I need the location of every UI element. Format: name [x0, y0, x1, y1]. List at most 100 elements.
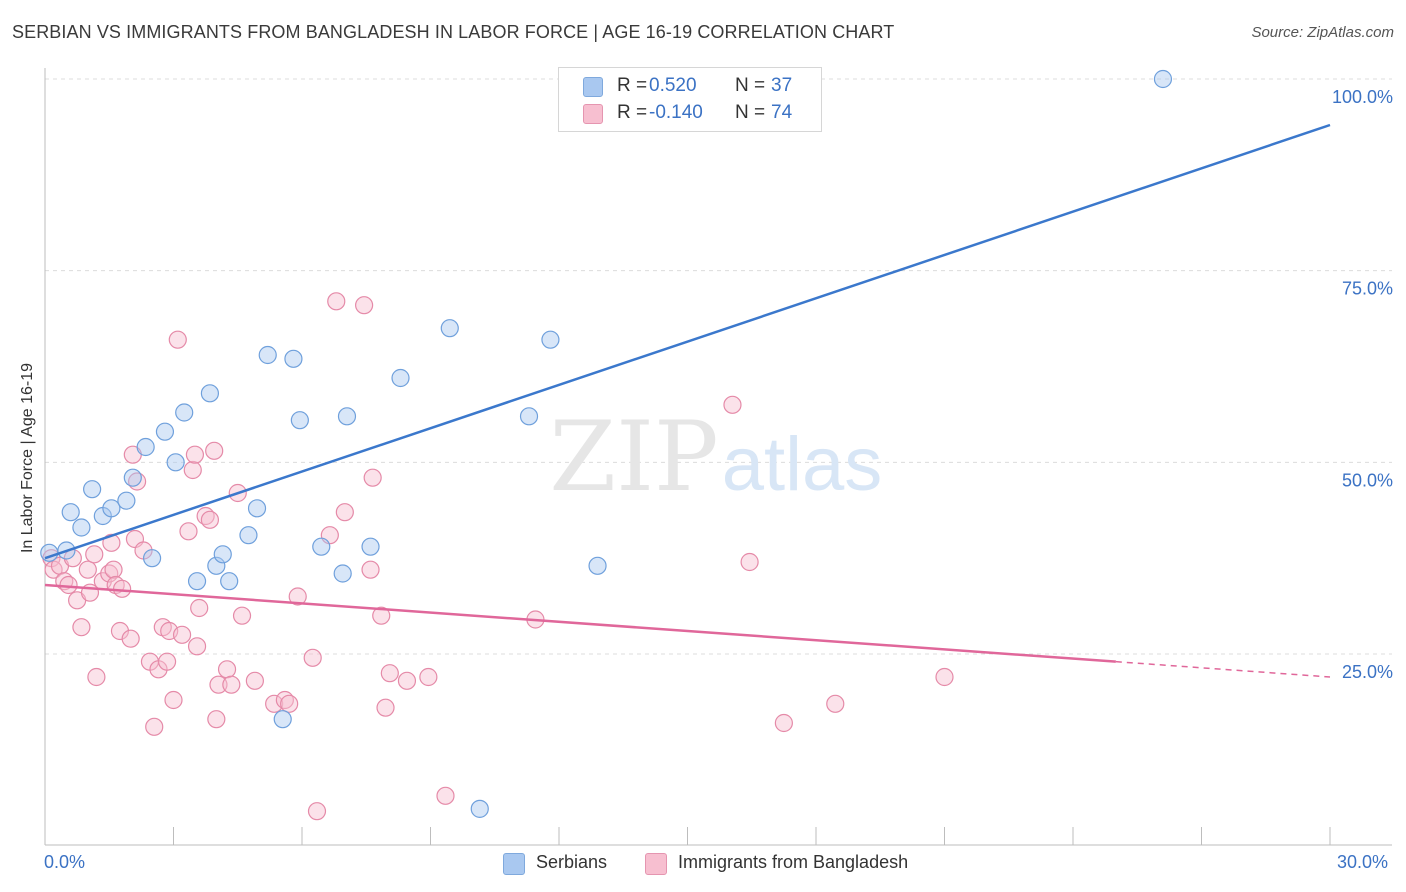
point-serbians — [175, 403, 194, 422]
watermark: ZIP atlas — [549, 401, 882, 513]
point-serbians — [247, 499, 267, 518]
point-serbians — [312, 537, 331, 556]
point-bangladesh — [355, 296, 374, 315]
r-label: R = — [617, 102, 648, 123]
point-bangladesh — [207, 710, 226, 729]
point-bangladesh — [327, 292, 346, 311]
point-serbians — [40, 543, 59, 562]
point-serbians — [117, 491, 136, 510]
point-bangladesh — [172, 625, 192, 644]
legend-swatch-bangladesh — [583, 104, 603, 124]
point-bangladesh — [209, 675, 228, 694]
axes — [44, 68, 1392, 846]
point-serbians — [155, 422, 175, 441]
n-label: N = — [735, 102, 766, 123]
point-serbians — [102, 499, 121, 518]
y-tick-label: 100.0% — [1332, 87, 1393, 107]
point-bangladesh — [59, 575, 78, 595]
r-value: -0.140 — [649, 102, 703, 123]
chart-title: SERBIAN VS IMMIGRANTS FROM BANGLADESH IN… — [12, 22, 895, 42]
watermark-atlas: atlas — [722, 422, 883, 507]
point-serbians — [220, 572, 239, 591]
point-bangladesh — [179, 522, 198, 541]
point-bangladesh — [245, 671, 264, 690]
point-bangladesh — [397, 671, 417, 690]
point-bangladesh — [436, 786, 455, 805]
point-serbians — [72, 518, 91, 537]
bottom-legend-label: Immigrants from Bangladesh — [678, 852, 909, 872]
point-bangladesh — [723, 395, 742, 414]
point-serbians — [290, 411, 309, 430]
point-serbians — [61, 503, 80, 522]
trend-line-bangladesh — [44, 583, 1116, 663]
n-label: N = — [735, 75, 766, 96]
trend-line-bangladesh-extension — [1115, 660, 1331, 678]
point-serbians — [541, 330, 560, 349]
point-bangladesh — [303, 648, 322, 667]
bottom-legend-swatch-serbians — [503, 853, 525, 875]
point-bangladesh — [78, 560, 97, 579]
point-serbians — [588, 556, 607, 575]
point-bangladesh — [265, 694, 284, 713]
trend-line-serbians — [44, 123, 1331, 560]
point-serbians — [207, 556, 226, 575]
point-bangladesh — [102, 533, 121, 552]
point-bangladesh — [183, 460, 202, 480]
point-serbians — [166, 453, 185, 472]
n-value: 74 — [771, 102, 793, 123]
point-bangladesh — [190, 598, 209, 618]
n-value: 37 — [771, 75, 793, 96]
series-serbians-points — [40, 69, 1173, 818]
point-bangladesh — [217, 660, 237, 679]
point-serbians — [361, 537, 380, 556]
bottom-legend-label: Serbians — [536, 852, 608, 872]
point-bangladesh — [164, 690, 183, 710]
point-bangladesh — [87, 667, 106, 687]
r-value: 0.520 — [649, 75, 697, 96]
point-serbians — [213, 545, 232, 564]
point-serbians — [1153, 69, 1173, 89]
r-label: R = — [617, 75, 648, 96]
point-bangladesh — [104, 560, 123, 579]
y-tick-labels: 100.0% 75.0% 50.0% 25.0% — [1332, 87, 1393, 682]
point-serbians — [123, 468, 142, 487]
trend-lines — [44, 123, 1331, 678]
x-tick-max: 30.0% — [1337, 852, 1389, 872]
gridlines — [45, 78, 1392, 655]
point-bangladesh — [232, 606, 252, 625]
point-serbians — [273, 710, 292, 729]
point-bangladesh — [376, 698, 395, 717]
point-bangladesh — [372, 606, 391, 625]
legend-swatch-serbians — [583, 77, 603, 97]
x-tick-min: 0.0% — [44, 852, 86, 872]
point-bangladesh — [363, 468, 382, 487]
point-bangladesh — [112, 579, 132, 598]
point-bangladesh — [168, 330, 187, 349]
point-bangladesh — [335, 503, 354, 522]
source-label: Source: ZipAtlas.com — [1251, 24, 1394, 41]
point-serbians — [83, 480, 102, 499]
point-bangladesh — [185, 445, 205, 464]
point-bangladesh — [72, 618, 91, 637]
point-bangladesh — [205, 441, 224, 460]
point-serbians — [284, 349, 303, 368]
y-tick-label: 25.0% — [1342, 662, 1393, 682]
y-tick-label: 50.0% — [1342, 470, 1393, 490]
correlation-legend: R = 0.520 N = 37 R = -0.140 N = 74 — [558, 67, 822, 132]
point-serbians — [142, 549, 162, 568]
y-tick-label: 75.0% — [1342, 279, 1393, 299]
point-bangladesh — [157, 652, 177, 671]
point-serbians — [440, 319, 459, 338]
point-bangladesh — [121, 629, 140, 648]
point-serbians — [258, 345, 277, 365]
watermark-zip: ZIP — [549, 401, 718, 513]
point-bangladesh — [307, 802, 327, 821]
point-serbians — [333, 564, 352, 583]
bottom-legend-swatch-bangladesh — [645, 853, 667, 875]
point-serbians — [187, 572, 207, 591]
point-serbians — [519, 407, 539, 426]
point-bangladesh — [200, 510, 220, 529]
point-bangladesh — [419, 667, 438, 687]
point-bangladesh — [935, 667, 954, 687]
point-bangladesh — [826, 694, 845, 713]
